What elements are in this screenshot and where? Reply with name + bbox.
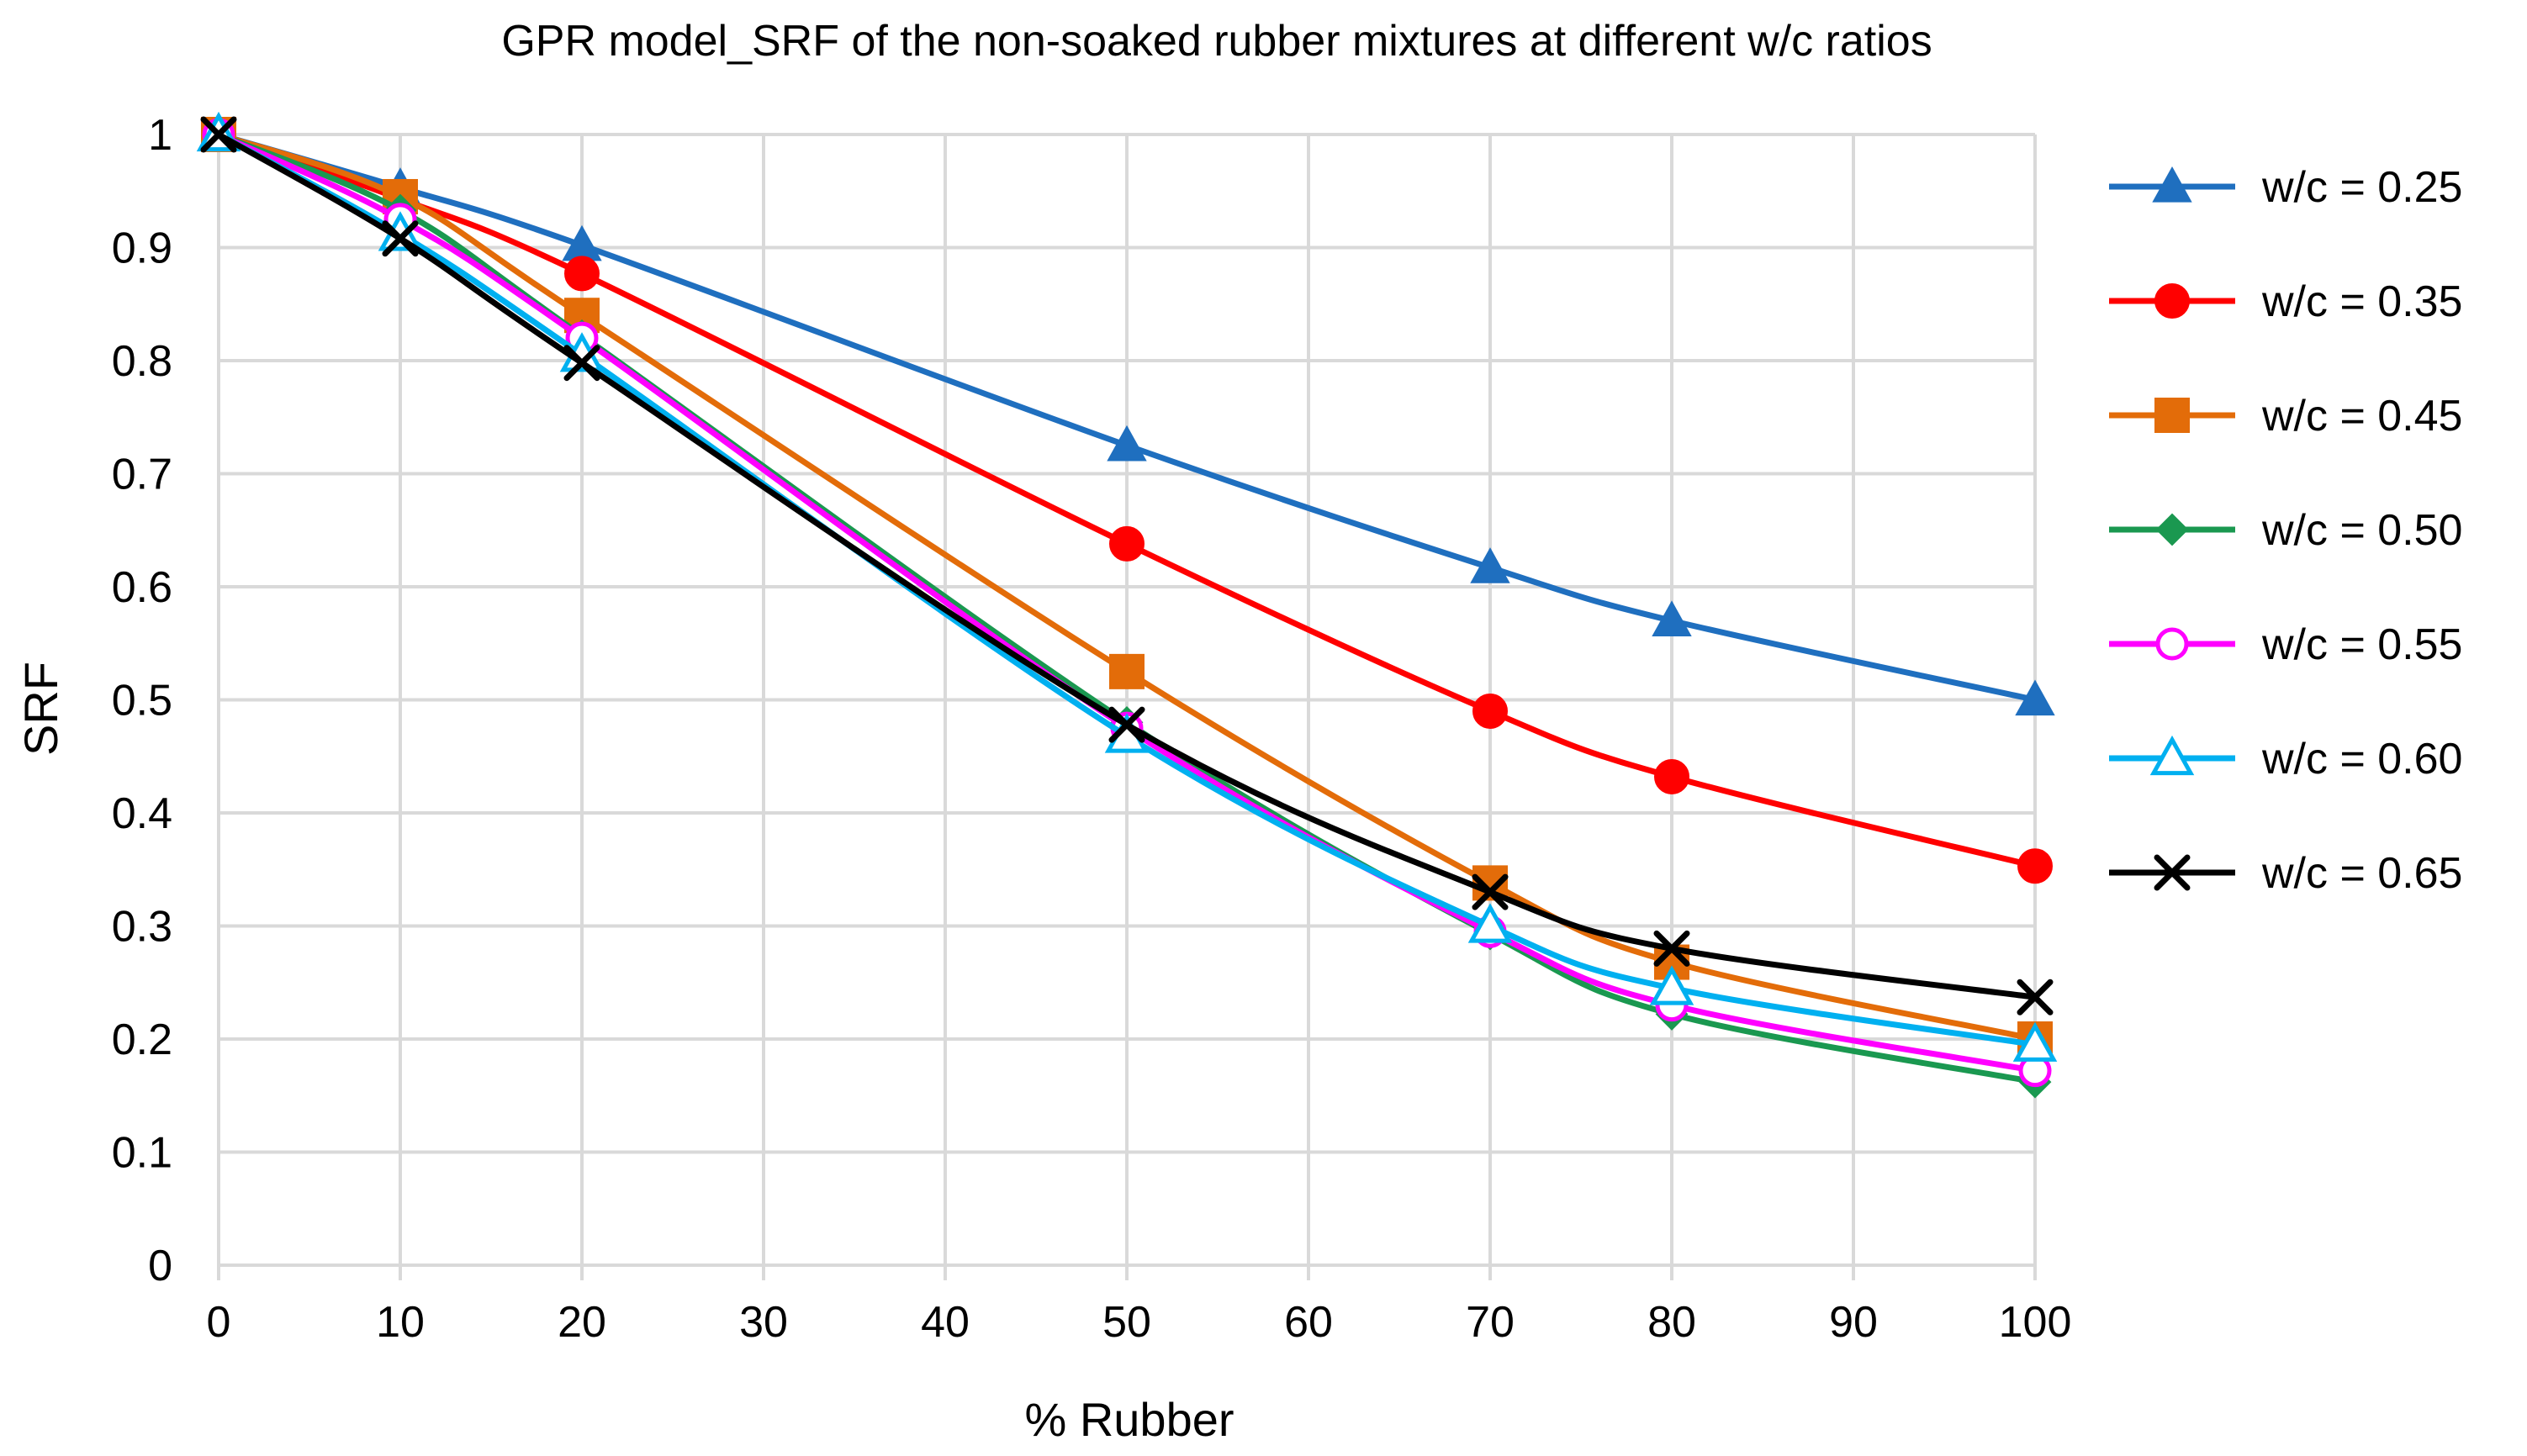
data-point (1107, 425, 1147, 462)
y-tick-label: 0.7 (112, 451, 172, 499)
legend: w/c = 0.25 w/c = 0.35 w/c = 0.45 w/c = 0.50… (2109, 163, 2462, 898)
data-point (2012, 1021, 2058, 1062)
legend-label: w/c = 0.25 (2261, 163, 2462, 212)
x-tick-label: 30 (739, 1298, 788, 1347)
legend-marker (2154, 283, 2190, 319)
legend-label: w/c = 0.35 (2261, 277, 2462, 326)
x-tick-label: 90 (1829, 1298, 1878, 1347)
legend-label: w/c = 0.45 (2261, 392, 2462, 440)
data-point (564, 256, 600, 292)
legend-label: w/c = 0.65 (2261, 849, 2462, 898)
data-point (1654, 758, 1689, 794)
data-point (1649, 965, 1694, 1005)
data-point (2017, 979, 2054, 1016)
data-point (563, 345, 600, 382)
data-point (1109, 653, 1145, 689)
x-tick-label: 60 (1284, 1298, 1333, 1347)
data-point (1472, 693, 1508, 729)
x-tick-label: 80 (1647, 1298, 1696, 1347)
legend-item: w/c = 0.45 (2109, 392, 2462, 440)
x-tick-label: 50 (1102, 1298, 1151, 1347)
series-7 (200, 116, 2054, 1016)
y-tick-label: 0.9 (112, 224, 172, 273)
x-axis-title: % Rubber (1024, 1393, 1234, 1446)
x-tick-label: 70 (1466, 1298, 1515, 1347)
legend-marker (2155, 627, 2189, 661)
y-tick-label: 1 (148, 111, 172, 160)
data-point (1108, 706, 1145, 743)
x-tick-label: 0 (207, 1298, 231, 1347)
legend-item: w/c = 0.60 (2109, 735, 2462, 783)
legend-marker (2154, 398, 2190, 433)
data-point (1470, 547, 1510, 583)
legend-label: w/c = 0.55 (2261, 620, 2462, 669)
data-point (1109, 525, 1145, 562)
data-point (1472, 873, 1509, 910)
legend-label: w/c = 0.60 (2261, 735, 2462, 783)
legend-item: w/c = 0.50 (2109, 506, 2462, 555)
x-tick-label: 100 (1999, 1298, 2072, 1347)
series-group (196, 111, 2058, 1099)
y-tick-label: 0.8 (112, 337, 172, 386)
chart-title: GPR model_SRF of the non-soaked rubber m… (501, 17, 1932, 66)
legend-item: w/c = 0.65 (2109, 849, 2462, 898)
y-tick-label: 0.4 (112, 789, 172, 838)
data-point (1653, 930, 1690, 967)
data-point (2015, 679, 2055, 716)
x-tick-label: 10 (376, 1298, 425, 1347)
axes: 00.10.20.30.40.50.60.70.80.910 10 20 30 40 50… (112, 111, 2072, 1347)
y-tick-label: 0.2 (112, 1016, 172, 1064)
data-point (1652, 600, 1692, 636)
legend-marker (2149, 735, 2195, 776)
data-point (1467, 903, 1513, 943)
legend-marker (2155, 513, 2189, 546)
y-tick-label: 0.1 (112, 1129, 172, 1178)
legend-marker (2154, 854, 2191, 891)
y-tick-label: 0.5 (112, 677, 172, 725)
y-tick-label: 0.3 (112, 903, 172, 952)
y-tick-label: 0.6 (112, 563, 172, 612)
data-point (382, 220, 419, 257)
legend-marker (2152, 166, 2192, 203)
x-tick-label: 20 (558, 1298, 606, 1347)
data-point (2017, 848, 2053, 884)
x-tick-label: 40 (921, 1298, 970, 1347)
y-axis-title: SRF (14, 662, 67, 756)
legend-item: w/c = 0.25 (2109, 163, 2462, 212)
data-point (200, 116, 237, 153)
legend-label: w/c = 0.50 (2261, 506, 2462, 555)
legend-item: w/c = 0.55 (2109, 620, 2462, 669)
y-tick-label: 0 (148, 1242, 172, 1290)
legend-item: w/c = 0.35 (2109, 277, 2462, 326)
